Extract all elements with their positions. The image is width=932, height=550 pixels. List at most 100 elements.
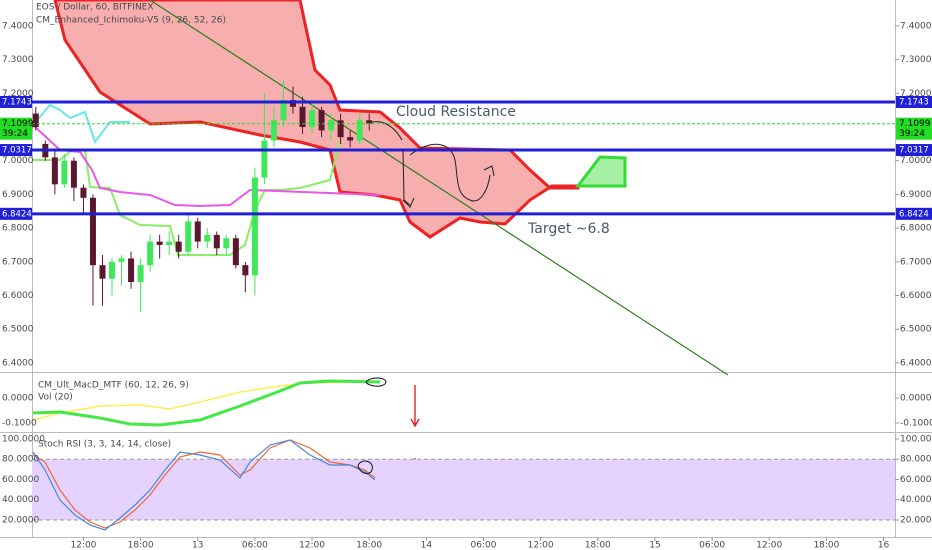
annotation: Cloud Resistance	[396, 104, 516, 120]
y-tick-label: 20.0000	[2, 515, 39, 525]
y-tick-label: 6.7000	[2, 257, 34, 267]
y-tick-label: -0.1000	[900, 419, 932, 429]
panel-title: CM_Ult_MacD_MTF (60, 12, 26, 9)	[38, 381, 189, 391]
y-tick-label: 7.4000	[900, 21, 932, 31]
candle-body	[299, 106, 306, 128]
x-tick-label: 06:00	[242, 541, 268, 550]
y-tick-label: 6.7000	[900, 257, 932, 267]
y-tick-label: 0.0000	[900, 394, 932, 404]
y-tick-label: 7.4000	[2, 21, 34, 31]
x-tick-label: 06:00	[471, 541, 497, 550]
y-tick-label: 6.5000	[2, 325, 34, 335]
panel-title: Stoch RSI (3, 3, 14, 14, close)	[38, 440, 171, 450]
candle-body	[51, 157, 58, 185]
candle-body	[32, 113, 39, 128]
candle-body	[318, 110, 325, 131]
indicator-name: CM_Enhanced_Ichimoku-V5 (9, 26, 52, 26)	[36, 16, 226, 26]
y-tick-label: 7.0000	[900, 156, 932, 166]
candle-body	[80, 187, 87, 198]
price-tag-label: 7.1743	[899, 97, 929, 107]
price-tag	[896, 117, 932, 140]
y-tick-label: 40.0000	[900, 495, 932, 505]
price-tag-label: 7.1099	[2, 119, 34, 129]
y-tick-label: 7.3000	[2, 55, 34, 65]
candle-body	[175, 241, 182, 252]
candle-body	[99, 265, 106, 279]
candle-body	[128, 258, 135, 283]
y-tick-label: 6.8000	[900, 224, 932, 234]
candle-body	[223, 238, 230, 249]
cloud	[53, 0, 580, 239]
price-tag	[896, 207, 932, 220]
candle-body	[118, 258, 125, 262]
candle-body	[261, 140, 268, 178]
candle-body	[89, 197, 96, 266]
candle-body	[242, 265, 249, 276]
x-tick-label: 12:00	[756, 541, 782, 550]
y-tick-label: 6.8000	[2, 224, 34, 234]
candle-body	[166, 241, 173, 245]
candle-body	[70, 160, 77, 188]
y-tick-label: 6.4000	[2, 358, 34, 368]
y-tick-label: 7.3000	[900, 55, 932, 65]
chikou-line	[32, 103, 130, 145]
macd-line	[32, 379, 381, 427]
x-tick-label: 14	[421, 541, 433, 550]
candle-body	[185, 221, 192, 252]
y-tick-label: 6.9000	[900, 190, 932, 200]
trend-line	[149, 0, 729, 376]
price-tag-label: 7.0317	[899, 146, 929, 156]
x-tick-label: 12:00	[299, 541, 325, 550]
y-tick-label: 60.0000	[900, 475, 932, 485]
candle-body	[61, 160, 68, 185]
y-tick-label: 0.0000	[2, 394, 34, 404]
y-tick-label: 80.0000	[2, 455, 39, 465]
x-tick-label: 13	[192, 541, 203, 550]
panel-subtitle: Vol (20)	[38, 393, 73, 403]
x-tick-label: 06:00	[699, 541, 725, 550]
candle-body	[328, 120, 335, 131]
countdown-label: 39:24	[2, 129, 28, 139]
stoch-area	[32, 458, 895, 521]
x-tick-label: 18:00	[813, 541, 839, 550]
price-tag	[896, 95, 932, 108]
price-tag-label: 7.1743	[2, 97, 32, 107]
arrow	[371, 121, 403, 141]
candle-body	[337, 120, 344, 138]
y-tick-label: 100.0000	[2, 434, 45, 444]
candle-body	[356, 120, 363, 141]
price-tag	[896, 144, 932, 157]
x-tick-label: 12:00	[528, 541, 554, 550]
candle-body	[109, 261, 116, 279]
candle-body	[204, 234, 211, 242]
candle-body	[213, 234, 220, 249]
y-tick-label: 40.0000	[2, 495, 39, 505]
candle-body	[280, 100, 287, 121]
y-tick-label: 80.0000	[900, 455, 932, 465]
price-tag-label: 6.8424	[2, 209, 32, 219]
y-tick-label: 7.2000	[900, 89, 932, 99]
cloud	[574, 155, 627, 188]
y-tick-label: 6.6000	[900, 291, 932, 301]
arrow	[410, 385, 420, 428]
price-tag	[0, 117, 32, 140]
x-tick-label: 15	[649, 541, 660, 550]
candle-body	[309, 110, 316, 128]
y-tick-label: -0.1000	[2, 419, 37, 429]
stoch-band	[32, 459, 895, 520]
price-tag-label: 6.8424	[899, 209, 929, 219]
panes	[0, 0, 932, 538]
stoch-k	[32, 439, 376, 531]
y-tick-label: 6.9000	[2, 190, 34, 200]
x-tick-label: 18:00	[128, 541, 154, 550]
candle-body	[270, 120, 277, 141]
x-tick-label: 18:00	[356, 541, 382, 550]
y-tick-label: 6.6000	[2, 291, 34, 301]
y-tick-label: 6.4000	[900, 358, 932, 368]
x-tick-label: 16	[878, 541, 890, 550]
y-tick-label: 20.0000	[900, 515, 932, 525]
y-tick-label: 7.0000	[2, 156, 34, 166]
y-tick-label: 6.5000	[900, 325, 932, 335]
circle-mark	[365, 377, 387, 387]
countdown-label: 39:24	[899, 129, 925, 139]
